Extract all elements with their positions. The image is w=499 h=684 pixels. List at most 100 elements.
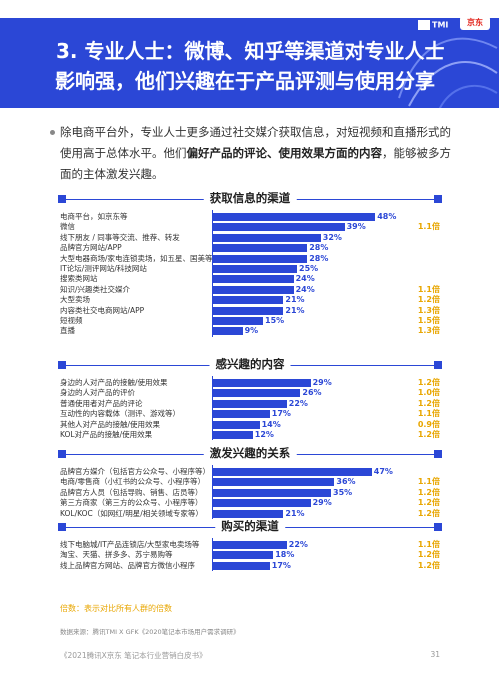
section-cap — [434, 523, 442, 531]
bullet-dot-icon — [50, 130, 55, 135]
bar — [212, 223, 345, 232]
value-label: 21% — [285, 295, 305, 305]
bar — [212, 379, 311, 387]
multiplier-label: 1.2倍 — [417, 378, 440, 387]
bar — [212, 254, 308, 263]
intro-tail: ，能够被多方面的主体激发兴趣。 — [60, 146, 451, 181]
value-label: 22% — [288, 540, 308, 549]
bar — [212, 285, 294, 294]
value-label: 9% — [244, 326, 259, 336]
value-label: 29% — [312, 378, 332, 387]
bar — [212, 306, 284, 315]
intro-paragraph: 除电商平台外，专业人士更多通过社交媒介获取信息，对短视频和直播形式的使用高于总体… — [50, 122, 460, 185]
section-title: 感兴趣的内容 — [209, 356, 291, 372]
multiplier-label: 1.5倍 — [417, 316, 440, 325]
multiplier-label: 1.2倍 — [417, 498, 440, 508]
multiplier-label: 1.1倍 — [417, 284, 440, 294]
section-cap — [58, 195, 66, 203]
value-label: 21% — [285, 508, 305, 518]
chart-row: 线下朋友 / 同事等交流、推荐、转发 32% — [60, 233, 440, 243]
multiplier-label: 1.2倍 — [417, 398, 440, 408]
data-source: 数据来源：腾讯TMI X GFK《2020笔记本市场用户需求调研》 — [60, 628, 240, 636]
category-label: KOL对产品的接触/使用效果 — [60, 430, 153, 439]
value-label: 25% — [299, 264, 319, 273]
chart-row: 普通使用者对产品的评论 22% 1.2倍 — [60, 399, 440, 409]
section-cap — [434, 361, 442, 369]
chart-row: 微信 39% 1.1倍 — [60, 222, 440, 232]
bar — [212, 488, 331, 497]
hero-color-bar — [0, 18, 499, 108]
multiplier-label: 1.2倍 — [417, 550, 440, 560]
section-cap — [434, 195, 442, 203]
bar — [212, 275, 294, 284]
bar — [212, 233, 321, 242]
value-label: 28% — [309, 243, 329, 253]
value-label: 35% — [333, 487, 353, 497]
category-label: 微信 — [60, 222, 75, 232]
value-label: 39% — [346, 222, 366, 232]
value-label: 29% — [312, 498, 332, 508]
chart-row: 线上品牌官方网站、品牌官方微信小程序 17% 1.2倍 — [60, 561, 440, 571]
bar — [212, 399, 287, 408]
section-header: 购买的渠道 — [58, 518, 442, 534]
value-label: 17% — [271, 409, 291, 419]
value-label: 24% — [295, 284, 315, 294]
bar — [212, 389, 301, 398]
chart-row: IT论坛/测评网站/科技网站 25% — [60, 264, 440, 274]
category-label: 普通使用者对产品的评论 — [60, 398, 143, 408]
chart-row: KOL/KOC（如网红/明星/相关领域专家等） 21% 1.2倍 — [60, 509, 440, 519]
section-header: 激发兴趣的关系 — [58, 445, 442, 461]
chart-row: 搜索类网站 24% — [60, 274, 440, 284]
value-label: 22% — [288, 398, 308, 408]
bar — [212, 431, 253, 439]
chart-row: 直播 9% 1.3倍 — [60, 326, 440, 336]
intro-text: 除电商平台外，专业人士更多通过社交媒介获取信息，对短视频和直播形式的使用高于总体… — [60, 125, 451, 160]
category-label: 其他人对产品的接触/使用效果 — [60, 419, 161, 429]
multiplier-label: 1.0倍 — [417, 388, 440, 398]
chart-row: 内容类社交电商网站/APP 21% 1.3倍 — [60, 306, 440, 316]
value-label: 18% — [275, 550, 295, 560]
section-title: 获取信息的渠道 — [203, 190, 297, 206]
value-label: 14% — [261, 419, 281, 429]
category-label: 线下电脑城/IT产品连锁店/大型家电卖场等 — [60, 540, 200, 549]
hero-banner: 3. 专业人士：微博、知乎等渠道对专业人士 影响强，他们兴趣在于产品评测与使用分… — [0, 0, 499, 108]
chart-row: 线下电脑城/IT产品连锁店/大型家电卖场等 22% 1.1倍 — [60, 540, 440, 550]
chart-row: 短视频 15% 1.5倍 — [60, 316, 440, 326]
chart-row: 其他人对产品的接触/使用效果 14% 0.9倍 — [60, 420, 440, 430]
chart-row: 大型电器商场/家电连锁卖场，如五星、国美等 28% — [60, 254, 440, 264]
section-cap — [58, 523, 66, 531]
multiplier-label: 1.1倍 — [417, 222, 440, 232]
multiplier-label: 1.1倍 — [417, 540, 440, 549]
chart-row: 电商/零售商（小红书的公众号、小程序等） 36% 1.1倍 — [60, 477, 440, 487]
section-header: 感兴趣的内容 — [58, 356, 442, 372]
section-cap — [434, 450, 442, 458]
category-label: 身边的人对产品的接触/使用效果 — [60, 378, 168, 387]
category-label: 第三方商家（第三方的公众号、小程序等） — [60, 498, 203, 508]
bar — [212, 410, 270, 419]
bar — [212, 509, 284, 518]
bar — [212, 327, 243, 336]
multiplier-note: 倍数：表示对比所有人群的倍数 — [60, 604, 172, 613]
value-label: 12% — [254, 430, 274, 439]
page-title-line1: 3. 专业人士：微博、知乎等渠道对专业人士 — [56, 39, 445, 63]
bar — [212, 478, 335, 487]
multiplier-label: 1.3倍 — [417, 326, 440, 336]
bar — [212, 420, 260, 429]
multiplier-label: 1.2倍 — [417, 487, 440, 497]
category-label: KOL/KOC（如网红/明星/相关领域专家等） — [60, 508, 203, 518]
page-title: 3. 专业人士：微博、知乎等渠道对专业人士 影响强，他们兴趣在于产品评测与使用分… — [55, 36, 445, 96]
section-cap — [58, 450, 66, 458]
chart-row: KOL对产品的接触/使用效果 12% 1.2倍 — [60, 430, 440, 440]
multiplier-label: 0.9倍 — [417, 419, 440, 429]
category-label: 电商平台，如京东等 — [60, 212, 128, 221]
bar — [212, 317, 263, 325]
section-cap — [58, 361, 66, 369]
category-label: 淘宝、天猫、拼多多、苏宁易购等 — [60, 550, 173, 560]
category-label: 电商/零售商（小红书的公众号、小程序等） — [60, 477, 206, 487]
bar — [212, 265, 297, 273]
multiplier-label: 1.3倍 — [417, 305, 440, 315]
value-label: 15% — [265, 316, 285, 325]
category-label: 互动性的内容载体（测评、游戏等） — [60, 409, 180, 419]
value-label: 21% — [285, 305, 305, 315]
category-label: 搜索类网站 — [60, 274, 98, 284]
